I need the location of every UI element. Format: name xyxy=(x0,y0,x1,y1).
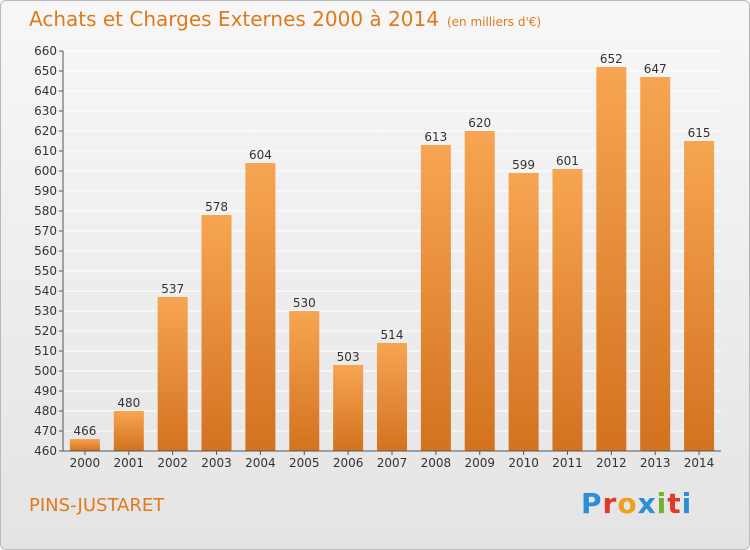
value-label: 466 xyxy=(73,424,96,438)
value-label: 613 xyxy=(424,130,447,144)
logo-letter: P xyxy=(581,487,603,520)
y-tick-label: 630 xyxy=(34,104,57,118)
y-tick-label: 550 xyxy=(34,264,57,278)
y-tick-label: 460 xyxy=(34,444,57,458)
logo-letter: r xyxy=(602,487,618,520)
value-label: 620 xyxy=(468,116,491,130)
bar-2012 xyxy=(596,67,627,451)
bar-2000 xyxy=(69,439,100,451)
bar-2008 xyxy=(420,145,451,451)
value-label: 530 xyxy=(293,296,316,310)
bar-2001 xyxy=(113,411,144,451)
value-labels: 466 480 537 578 604 530 503 514 613 620 599 601 652 6… xyxy=(73,52,710,438)
x-tick-label: 2006 xyxy=(333,456,364,470)
x-tick-label: 2005 xyxy=(289,456,320,470)
value-label: 578 xyxy=(205,200,228,214)
commune-name: PINS-JUSTARET xyxy=(29,495,165,516)
value-label: 615 xyxy=(688,126,711,140)
value-label: 537 xyxy=(161,282,184,296)
x-tick-label: 2013 xyxy=(640,456,671,470)
bar-2005 xyxy=(289,311,320,451)
y-tick-label: 480 xyxy=(34,404,57,418)
x-axis-ticks: 2000 2001 2002 2003 2004 2005 2006 2007 2008 2009… xyxy=(70,451,715,470)
bar-2013 xyxy=(640,77,671,451)
x-tick-label: 2010 xyxy=(508,456,539,470)
y-tick-label: 660 xyxy=(34,44,57,58)
y-tick-label: 580 xyxy=(34,204,57,218)
x-tick-label: 2014 xyxy=(684,456,715,470)
x-tick-label: 2000 xyxy=(70,456,101,470)
axes xyxy=(62,51,721,452)
y-tick-label: 650 xyxy=(34,64,57,78)
y-tick-label: 640 xyxy=(34,84,57,98)
x-tick-label: 2008 xyxy=(421,456,452,470)
y-tick-label: 530 xyxy=(34,304,57,318)
value-label: 599 xyxy=(512,158,535,172)
value-label: 601 xyxy=(556,154,579,168)
x-tick-label: 2012 xyxy=(596,456,627,470)
y-tick-label: 510 xyxy=(34,344,57,358)
value-label: 604 xyxy=(249,148,272,162)
value-label: 647 xyxy=(644,62,667,76)
x-tick-label: 2002 xyxy=(157,456,188,470)
y-axis-ticks: 460 470 480 490 500 510 520 530 540 550 560 570 580 5… xyxy=(34,44,63,458)
chart-unit: (en milliers d'€) xyxy=(446,15,542,29)
bar-2004 xyxy=(245,163,276,451)
value-label: 652 xyxy=(600,52,623,66)
bar-2003 xyxy=(201,215,232,451)
y-tick-label: 490 xyxy=(34,384,57,398)
logo-letter: t xyxy=(667,487,682,520)
x-tick-label: 2009 xyxy=(464,456,495,470)
y-tick-label: 520 xyxy=(34,324,57,338)
logo-letter: i xyxy=(656,487,668,520)
bar-2009 xyxy=(464,131,495,451)
value-label: 480 xyxy=(117,396,140,410)
y-tick-label: 470 xyxy=(34,424,57,438)
y-tick-label: 600 xyxy=(34,164,57,178)
value-label: 503 xyxy=(337,350,360,364)
bar-2007 xyxy=(377,343,407,451)
chart-title: Achats et Charges Externes 2000 à 2014 (e… xyxy=(29,7,541,31)
x-tick-label: 2001 xyxy=(114,456,145,470)
proxiti-logo: Proxiti xyxy=(581,487,692,520)
bars xyxy=(69,67,715,451)
y-tick-label: 540 xyxy=(34,284,57,298)
bar-2002 xyxy=(157,297,188,451)
y-tick-label: 620 xyxy=(34,124,57,138)
y-tick-label: 570 xyxy=(34,224,57,238)
logo-letter: i xyxy=(681,487,693,520)
bar-2011 xyxy=(552,169,583,451)
value-label: 514 xyxy=(381,328,404,342)
y-tick-label: 610 xyxy=(34,144,57,158)
x-tick-label: 2003 xyxy=(201,456,232,470)
x-tick-label: 2007 xyxy=(377,456,408,470)
y-tick-label: 500 xyxy=(34,364,57,378)
bar-2006 xyxy=(333,365,364,451)
bar-2010 xyxy=(508,173,539,451)
y-tick-label: 560 xyxy=(34,244,57,258)
x-tick-label: 2011 xyxy=(552,456,583,470)
x-tick-label: 2004 xyxy=(245,456,276,470)
y-tick-label: 590 xyxy=(34,184,57,198)
logo-letter: x xyxy=(637,487,657,520)
chart-title-text: Achats et Charges Externes 2000 à 2014 xyxy=(29,7,439,31)
bar-2014 xyxy=(684,141,715,451)
logo-letter: o xyxy=(617,487,638,520)
